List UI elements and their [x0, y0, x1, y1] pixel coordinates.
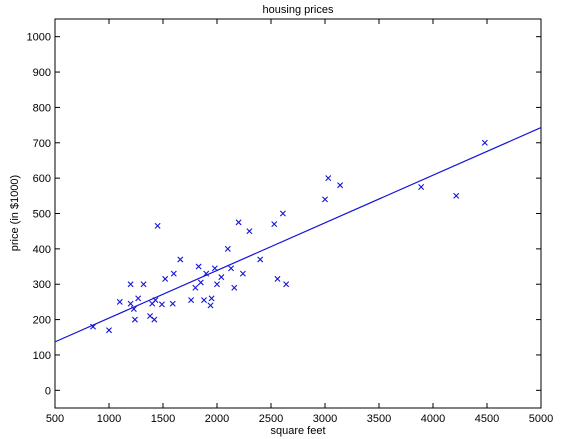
data-point-marker — [235, 219, 242, 226]
data-point-marker — [322, 196, 328, 203]
data-point-marker — [162, 275, 169, 282]
x-tick-labels: 500 1000 1500 2000 2500 3000 3500 4000 4500 5000 — [46, 413, 553, 425]
x-tick-label: 5000 — [529, 413, 553, 425]
data-point-marker — [203, 270, 210, 277]
data-point-marker — [197, 279, 204, 286]
y-tick-label: 200 — [33, 315, 51, 327]
data-point-marker — [239, 270, 246, 277]
data-points — [90, 139, 488, 334]
data-point-marker — [177, 256, 184, 263]
data-point-marker — [131, 316, 138, 323]
data-point-marker — [214, 281, 220, 288]
y-tick-label: 700 — [33, 138, 51, 150]
data-point-marker — [453, 192, 460, 199]
data-point-marker — [208, 295, 215, 302]
y-tick-labels: 0 100 200 300 400 500 600 700 800 900 1000 — [27, 32, 51, 398]
data-point-marker — [228, 265, 235, 272]
data-point-marker — [127, 281, 134, 288]
data-point-marker — [231, 284, 238, 291]
data-point-marker — [154, 222, 161, 229]
data-point-marker — [147, 313, 154, 320]
data-point-marker — [195, 263, 202, 270]
data-point-marker — [151, 316, 158, 323]
x-tick-label: 3500 — [367, 413, 391, 425]
x-tick-label: 2000 — [205, 413, 229, 425]
data-point-marker — [152, 297, 159, 304]
chart-title: housing prices — [263, 4, 334, 16]
data-point-marker — [211, 265, 218, 272]
y-tick-label: 400 — [33, 244, 51, 256]
data-point-marker — [169, 300, 176, 307]
y-tick-label: 300 — [33, 279, 51, 291]
x-tick-label: 1000 — [97, 413, 121, 425]
y-tick-label: 600 — [33, 173, 51, 185]
x-tick-label: 3000 — [313, 413, 337, 425]
data-point-marker — [106, 327, 112, 334]
data-point-marker — [90, 323, 97, 330]
x-tick-label: 4500 — [475, 413, 499, 425]
data-point-marker — [116, 298, 123, 305]
y-tick-label: 1000 — [27, 32, 51, 44]
y-tick-label: 100 — [33, 350, 51, 362]
data-point-marker — [130, 305, 137, 312]
data-point-marker — [218, 274, 225, 281]
data-point-marker — [135, 295, 142, 302]
data-point-marker — [481, 139, 488, 146]
data-point-marker — [140, 281, 147, 288]
data-point-marker — [224, 245, 231, 252]
data-point-marker — [274, 275, 281, 282]
x-tick-label: 500 — [46, 413, 64, 425]
x-axis-label: square feet — [270, 425, 325, 437]
plot-area — [54, 18, 542, 409]
data-point-marker — [170, 270, 177, 277]
data-point-marker — [271, 221, 278, 228]
data-point-marker — [158, 301, 165, 308]
y-tick-label: 0 — [45, 385, 51, 397]
x-tick-label: 2500 — [259, 413, 283, 425]
data-point-marker — [201, 297, 208, 304]
y-axis-label: price (in $1000) — [9, 175, 21, 251]
data-point-marker — [283, 281, 290, 288]
data-point-marker — [257, 256, 264, 263]
y-tick-label: 800 — [33, 102, 51, 114]
data-point-marker — [188, 297, 195, 304]
data-point-marker — [127, 300, 134, 307]
axis-ticks — [54, 19, 542, 408]
data-point-marker — [207, 302, 214, 309]
data-point-marker — [418, 183, 425, 190]
y-tick-label: 500 — [33, 209, 51, 221]
data-point-marker — [279, 210, 286, 217]
data-point-marker — [337, 182, 344, 189]
data-point-marker — [192, 284, 199, 291]
data-point-marker — [246, 228, 253, 235]
data-point-marker — [325, 175, 332, 182]
x-tick-label: 4000 — [421, 413, 445, 425]
x-tick-label: 1500 — [151, 413, 175, 425]
y-tick-label: 900 — [33, 67, 51, 79]
